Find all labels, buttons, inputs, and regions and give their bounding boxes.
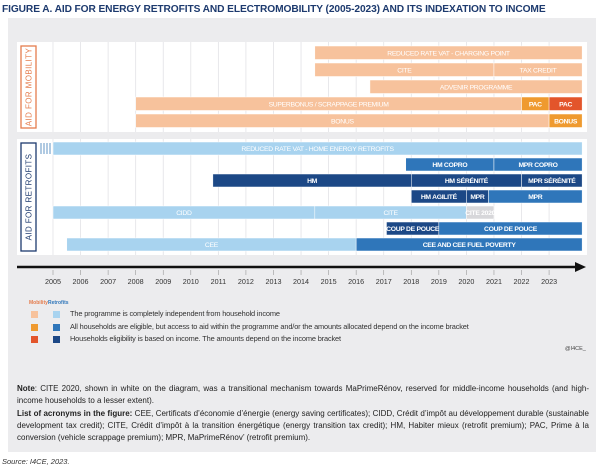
year-label: 2023 (541, 277, 557, 286)
timeline-bar (314, 45, 583, 60)
timeline-bar (466, 205, 495, 220)
ret-group-label: AID FOR RETROFITS (25, 154, 34, 241)
timeline-bar-label: PAC (529, 101, 542, 108)
legend-swatch-retrofits-dark (53, 336, 60, 343)
timeline-bar (521, 173, 583, 188)
timeline-bar-label: CEE AND CEE FUEL POVERTY (423, 242, 517, 249)
timeline-bar (488, 189, 583, 204)
year-label: 2016 (348, 277, 364, 286)
year-label: 2012 (238, 277, 254, 286)
timeline-bar-label: SUPERBONUS / SCRAPPAGE PREMIUM (269, 101, 390, 108)
note-text: : CITE 2020, shown in white on the diagr… (17, 384, 589, 405)
ret-label-box (20, 142, 37, 252)
timeline-bar-label: MPR SÉRÉNITÉ (528, 176, 576, 185)
legend-swatch-mobility-light (31, 311, 38, 318)
timeline-bar-label: HM (307, 178, 318, 185)
acronyms-text: CEE, Certificats d’économie d’énergie (e… (17, 409, 589, 442)
timeline-bar-label: CEE (205, 242, 219, 249)
timeline-bar-label: CIDD (176, 210, 192, 217)
arrow-head-icon (575, 262, 586, 272)
year-label: 2010 (183, 277, 199, 286)
credit-label: @I4CE_ (565, 346, 586, 352)
year-label: 2008 (128, 277, 144, 286)
legend-item-independent: The programme is completely independent … (70, 309, 280, 318)
timeline-bar (548, 96, 583, 111)
year-label: 2014 (293, 277, 309, 286)
year-label: 2019 (431, 277, 447, 286)
timeline-bar-label: MPR COPRO (518, 162, 557, 169)
timeline-bar-label: REDUCED RATE VAT - CHARGING POINT (387, 50, 510, 57)
note-paragraph: Note: CITE 2020, shown in white on the d… (17, 383, 589, 407)
mob-label-box (20, 45, 37, 129)
legend-swatch-retrofits-light (53, 311, 60, 318)
acronyms-paragraph: List of acronyms in the figure: CEE, Cer… (17, 408, 589, 444)
year-label: 2006 (73, 277, 89, 286)
timeline-bar (52, 141, 583, 156)
legend-swatch-mobility-mid (31, 324, 38, 331)
figure-title: FIGURE A. AID FOR ENERGY RETROFITS AND E… (2, 4, 546, 15)
year-label: 2022 (514, 277, 530, 286)
timeline-bar-label: HM AGILITÉ (421, 192, 458, 201)
year-label: 2017 (376, 277, 392, 286)
acronyms-label: List of acronyms in the figure: (17, 409, 133, 418)
note-label: Note (17, 384, 35, 393)
source-line: Source: I4CE, 2023. (2, 457, 70, 466)
legend-item-partial: All households are eligible, but access … (70, 322, 469, 331)
timeline-bar-label: COUP DE POUCE (386, 226, 440, 233)
legend-swatch-retrofits-mid (53, 324, 60, 331)
legend-retrofits-header: Retrofits (48, 300, 69, 306)
year-label: 2013 (265, 277, 281, 286)
year-label: 2009 (155, 277, 171, 286)
legend-item-income-based: Households eligibility is based on incom… (70, 334, 341, 343)
year-label: 2005 (45, 277, 61, 286)
timeline-bar-label: BONUS (331, 118, 354, 125)
timeline-bar-label: CITE 2020 (465, 210, 495, 217)
year-label: 2020 (458, 277, 474, 286)
timeline-bar-label: ADVENIR PROGRAMME (440, 84, 513, 91)
timeline-bar (548, 113, 583, 128)
year-label: 2007 (100, 277, 116, 286)
timeline-bar (438, 221, 583, 236)
timeline-bar-label: TAX CREDIT (520, 67, 557, 74)
timeline-bar-label: CITE (383, 210, 398, 217)
timeline-bar (369, 79, 583, 94)
timeline-diagram: AID FOR MOBILITY REDUCED RATE VAT - CHARG… (17, 42, 587, 286)
timeline-bar-label: HM SÉRÉNITÉ (445, 176, 489, 185)
year-label: 2011 (211, 277, 226, 286)
timeline-bar (493, 62, 583, 77)
legend-swatch-mobility-dark (31, 336, 38, 343)
legend-mobility-header: Mobility (29, 300, 48, 306)
timeline-bar-label: HM COPRO (432, 162, 467, 169)
year-label: 2018 (403, 277, 419, 286)
timeline-bar-label: PAC (559, 101, 572, 108)
year-label: 2015 (321, 277, 337, 286)
timeline-bar-label: COUP DE POUCE (484, 226, 538, 233)
mob-group-label: AID FOR MOBILITY (25, 48, 34, 127)
timeline-bar (355, 237, 583, 252)
timeline-bar-label: REDUCED RATE VAT - HOME ENERGY RETROFITS (241, 146, 394, 153)
year-label: 2021 (486, 277, 502, 286)
timeline-bar-label: BONUS (554, 118, 578, 125)
timeline-bar-label: MPR (528, 194, 543, 201)
timeline-bar-label: MPR (470, 194, 485, 201)
timeline-bar-label: CITE (397, 67, 412, 74)
timeline-bar (493, 157, 583, 172)
